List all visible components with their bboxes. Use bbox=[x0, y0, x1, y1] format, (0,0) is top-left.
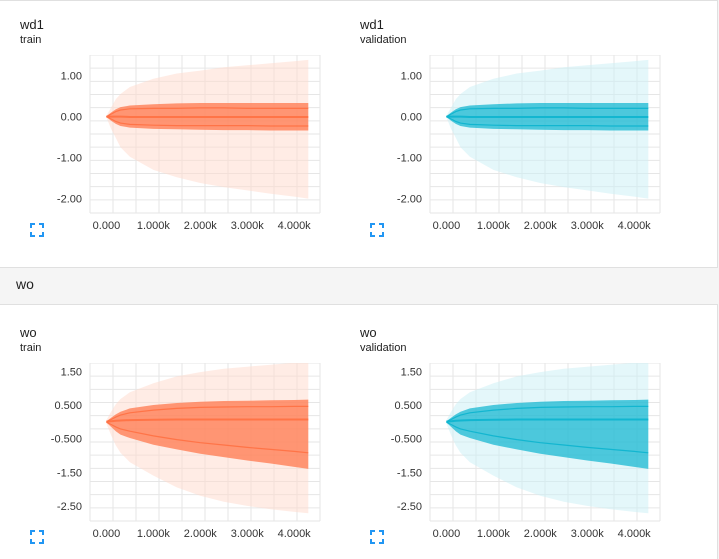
section-title: wo bbox=[16, 276, 34, 292]
distribution-chart[interactable]: 1.00 0.00 -1.00 -2.00 0.000 1.000k 2.000k 3.000… bbox=[20, 55, 330, 240]
x-tick-label: 2.000k bbox=[184, 528, 218, 540]
y-tick-label: -0.500 bbox=[51, 434, 82, 446]
x-tick-label: 3.000k bbox=[231, 220, 265, 232]
x-tick-label: 4.000k bbox=[618, 220, 652, 232]
x-tick-label: 1.000k bbox=[137, 528, 171, 540]
y-tick-label: -1.50 bbox=[57, 467, 82, 479]
chart-run: train bbox=[20, 342, 41, 355]
y-tick-label: 1.00 bbox=[61, 71, 82, 83]
distribution-chart[interactable]: 1.50 0.500 -0.500 -1.50 -2.50 0.000 1.000k 2.00… bbox=[20, 363, 330, 548]
y-tick-label: -1.00 bbox=[57, 153, 82, 165]
y-tick-label: 0.00 bbox=[401, 112, 422, 124]
y-tick-label: -2.50 bbox=[397, 501, 422, 513]
y-tick-label: 1.50 bbox=[401, 366, 422, 378]
x-tick-label: 2.000k bbox=[524, 528, 558, 540]
x-tick-label: 1.000k bbox=[477, 528, 511, 540]
y-tick-label: 0.500 bbox=[394, 400, 422, 412]
chart-tag: wo bbox=[360, 325, 377, 340]
x-tick-label: 0.000 bbox=[93, 528, 121, 540]
distribution-chart[interactable]: 1.00 0.00 -1.00 -2.00 0.000 1.000k 2.000k 3.000… bbox=[360, 55, 670, 240]
chart-tag: wd1 bbox=[360, 17, 384, 32]
fullscreen-icon[interactable] bbox=[30, 223, 44, 237]
y-tick-label: 0.00 bbox=[61, 112, 82, 124]
y-tick-label: -1.50 bbox=[397, 467, 422, 479]
x-tick-label: 3.000k bbox=[571, 220, 605, 232]
chart-tag: wo bbox=[20, 325, 37, 340]
distribution-chart[interactable]: 1.50 0.500 -0.500 -1.50 -2.50 0.000 1.000k 2.00… bbox=[360, 363, 670, 548]
x-tick-label: 4.000k bbox=[278, 220, 312, 232]
fullscreen-icon[interactable] bbox=[370, 223, 384, 237]
fullscreen-icon[interactable] bbox=[30, 530, 44, 544]
y-tick-label: -2.00 bbox=[57, 194, 82, 206]
y-tick-label: 1.00 bbox=[401, 71, 422, 83]
x-tick-label: 0.000 bbox=[433, 528, 461, 540]
x-tick-label: 2.000k bbox=[524, 220, 558, 232]
chart-run: train bbox=[20, 34, 41, 47]
y-tick-label: 0.500 bbox=[54, 400, 82, 412]
x-tick-label: 4.000k bbox=[278, 528, 312, 540]
y-tick-label: -0.500 bbox=[391, 434, 422, 446]
fullscreen-icon[interactable] bbox=[370, 530, 384, 544]
y-tick-label: 1.50 bbox=[61, 366, 82, 378]
x-tick-label: 3.000k bbox=[231, 528, 265, 540]
chart-tag: wd1 bbox=[20, 17, 44, 32]
x-tick-label: 3.000k bbox=[571, 528, 605, 540]
x-tick-label: 4.000k bbox=[618, 528, 652, 540]
chart-run: validation bbox=[360, 342, 406, 355]
x-tick-label: 1.000k bbox=[137, 220, 171, 232]
x-tick-label: 0.000 bbox=[433, 220, 461, 232]
x-tick-label: 2.000k bbox=[184, 220, 218, 232]
x-tick-label: 0.000 bbox=[93, 220, 121, 232]
y-tick-label: -2.00 bbox=[397, 194, 422, 206]
x-tick-label: 1.000k bbox=[477, 220, 511, 232]
y-tick-label: -2.50 bbox=[57, 501, 82, 513]
y-tick-label: -1.00 bbox=[397, 153, 422, 165]
chart-run: validation bbox=[360, 34, 406, 47]
